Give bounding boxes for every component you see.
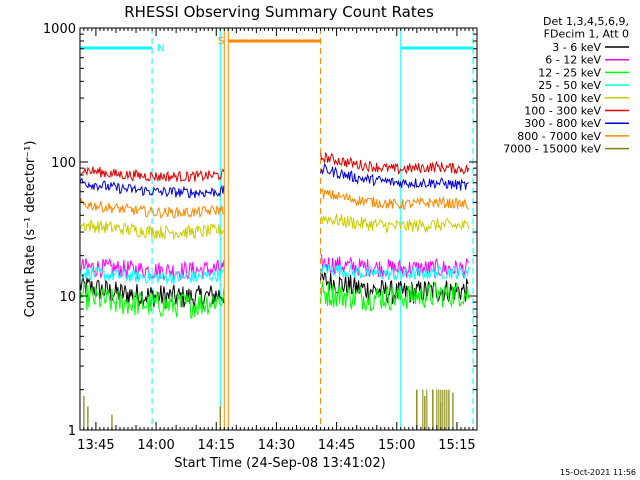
y-axis-label: Count Rate (s⁻¹ detector⁻¹): [23, 141, 38, 318]
legend-entry-label: 800 - 7000 keV: [517, 130, 601, 143]
chart-title: RHESSI Observing Summary Count Rates: [124, 3, 434, 21]
saa-bar-label: S: [218, 36, 224, 47]
night-bar-label: N: [157, 43, 164, 54]
axes: 1 10 100 1000 13:45 14:00 14:15 14:30 14:45 15:00…: [43, 22, 478, 453]
legend-entry-label: 3 - 6 keV: [552, 41, 601, 54]
legend-title: FDecim 1, Att 0: [544, 28, 629, 41]
x-tick-label: 13:45: [77, 438, 114, 453]
y-tick-label: 1: [68, 424, 76, 439]
plot-area: NS: [79, 28, 474, 430]
x-tick-label: 15:15: [438, 438, 475, 453]
legend-entry-label: 12 - 25 keV: [538, 66, 601, 79]
series-6-12-keV-line: [79, 254, 470, 282]
series-300-800-keV-line: [79, 162, 469, 199]
series-12-25-keV-line: [79, 280, 470, 319]
plot-frame: [79, 27, 478, 431]
x-axis-label: Start Time (24-Sep-08 13:41:02): [174, 456, 385, 471]
x-tick-label: 14:30: [258, 438, 295, 453]
legend-entry-label: 6 - 12 keV: [545, 54, 601, 67]
x-tick-label: 14:00: [137, 438, 174, 453]
y-tick-label: 100: [51, 156, 76, 171]
x-tick-label: 15:00: [378, 438, 415, 453]
legend-title: Det 1,3,4,5,6,9,: [543, 15, 629, 28]
legend: Det 1,3,4,5,6,9,FDecim 1, Att 03 - 6 keV…: [503, 15, 629, 156]
series-50-100-keV-line: [79, 213, 470, 241]
timestamp: 15-Oct-2021 11:56: [560, 468, 636, 477]
y-tick-label: 10: [59, 290, 76, 305]
series-25-50-keV-line: [79, 263, 470, 285]
x-tick-label: 14:45: [318, 438, 355, 453]
legend-entry-label: 7000 - 15000 keV: [503, 143, 601, 156]
series-800-7000-keV-line: [79, 187, 469, 219]
x-tick-label: 14:15: [198, 438, 235, 453]
legend-entry-label: 25 - 50 keV: [538, 79, 601, 92]
y-tick-label: 1000: [43, 22, 76, 37]
legend-entry-label: 50 - 100 keV: [531, 92, 601, 105]
legend-entry-label: 300 - 800 keV: [524, 117, 601, 130]
series-100-300-keV-line: [79, 151, 470, 183]
legend-entry-label: 100 - 300 keV: [524, 105, 601, 118]
